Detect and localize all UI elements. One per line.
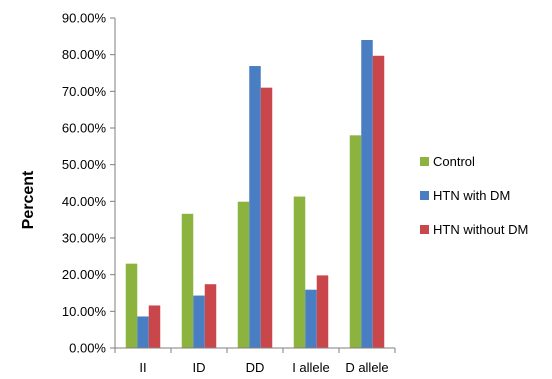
y-tick-label: 10.00% [62,304,107,319]
x-axis-ticks [114,348,396,353]
bar [316,275,329,348]
bar [181,213,194,348]
x-category-label: D allele [345,360,388,375]
y-tick-label: 80.00% [62,47,107,62]
bar [305,289,317,348]
legend-label: HTN with DM [433,188,510,203]
x-category-label: ID [193,360,206,375]
bar [260,87,273,349]
y-tick-label: 60.00% [62,121,107,136]
bar [148,305,161,348]
bar [237,201,250,348]
y-axis-title: Percent [20,170,37,229]
legend-swatch [420,191,429,200]
bar [361,40,373,348]
bar [349,135,362,348]
y-tick-label: 20.00% [62,267,107,282]
bar [293,196,306,348]
bar [204,284,217,348]
x-category-label: I allele [292,360,330,375]
bar [372,55,385,349]
y-axis-ticks: 0.00% 10.00% 20.00% 30.00% 40.00% 50.00% 60.00… [62,11,115,356]
y-tick-label: 50.00% [62,157,107,172]
x-axis-category-labels: II ID DD I allele D allele [139,360,388,375]
legend-swatch [420,225,429,234]
bar-series [125,40,385,349]
y-tick-label: 40.00% [62,194,107,209]
y-tick-label: 90.00% [62,11,107,26]
y-tick-label: 0.00% [69,341,106,356]
legend-label: HTN without DM [433,222,528,237]
y-tick-label: 70.00% [62,84,107,99]
bar [125,263,138,348]
legend: Control HTN with DM HTN without DM [420,154,528,237]
y-tick-label: 30.00% [62,231,107,246]
legend-swatch [420,157,429,166]
x-category-label: II [139,360,146,375]
legend-label: Control [433,154,475,169]
x-category-label: DD [246,360,265,375]
bar [193,295,205,348]
bar [249,66,261,349]
bar [137,316,149,348]
